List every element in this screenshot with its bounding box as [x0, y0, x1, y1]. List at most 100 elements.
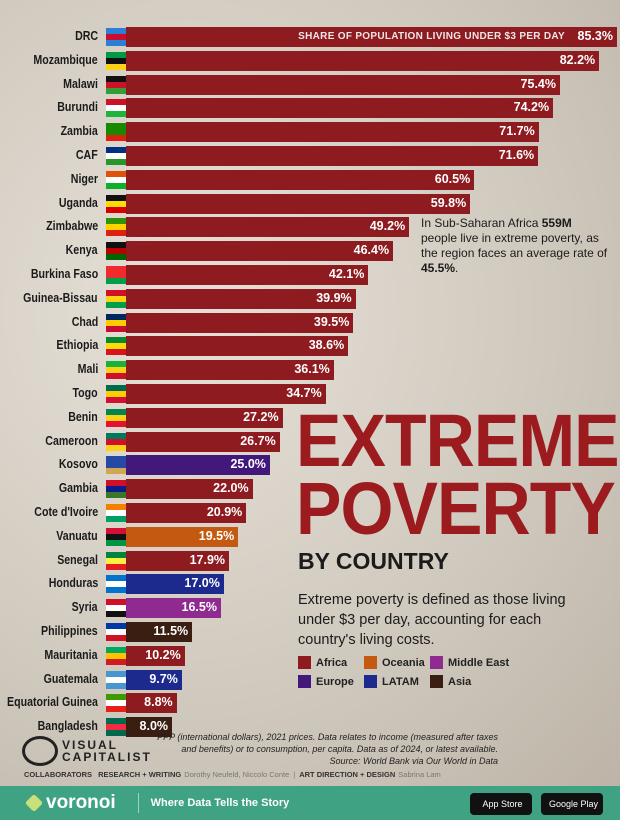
- source-line: Source: World Bank via Our World in Data: [329, 756, 498, 766]
- app-store-label: App Store: [482, 799, 523, 809]
- bar: 8.8%: [126, 693, 177, 714]
- data-label: 49.2%: [369, 219, 406, 234]
- flag-icon: [106, 432, 126, 451]
- data-label: 27.2%: [243, 409, 279, 424]
- legend-swatch: [298, 675, 311, 688]
- category-label: Philippines: [41, 624, 98, 638]
- voronoi-logo[interactable]: voronoi: [24, 792, 116, 814]
- legend-label: Africa: [316, 656, 348, 669]
- annotation-bold: 559M: [541, 216, 572, 230]
- data-label: 25.0%: [230, 457, 266, 472]
- flag-icon: [106, 456, 126, 475]
- category-label: Togo: [72, 386, 98, 400]
- annotation-bold: 45.5%: [421, 261, 456, 275]
- bar-row: Zimbabwe 49.2%: [0, 217, 620, 238]
- legend-swatch: [430, 675, 443, 688]
- bar-row: Mozambique 82.2%: [0, 50, 620, 71]
- category-label: DRC: [74, 29, 98, 43]
- legend-label: Middle East: [448, 656, 510, 669]
- flag-icon: [106, 218, 126, 237]
- footnote-line: and benefits) or to consumption, per cap…: [181, 744, 498, 754]
- footnote-line: PPP (international dollars), 2021 prices…: [157, 732, 498, 742]
- category-label: Benin: [68, 409, 98, 424]
- bar: 38.6%: [126, 336, 349, 357]
- bar: 36.1%: [126, 360, 334, 381]
- google-play-button[interactable]: Google Play: [541, 793, 603, 815]
- flag-icon: [106, 718, 126, 737]
- voronoi-icon: [24, 793, 44, 813]
- flag-icon: [106, 194, 126, 213]
- category-label: Kosovo: [59, 457, 98, 472]
- bar: 20.9%: [126, 503, 247, 523]
- bar: 27.2%: [126, 407, 283, 428]
- bar-row: Benin 27.2%: [0, 407, 620, 428]
- data-label: 46.4%: [353, 243, 390, 258]
- bar: 60.5%: [126, 169, 475, 190]
- data-label: 59.8%: [430, 195, 467, 210]
- chart-title-line2: POVERTY: [296, 467, 616, 550]
- flag-icon: [106, 361, 126, 380]
- data-label: 11.5%: [153, 624, 189, 638]
- legend-item: Europe: [298, 675, 360, 688]
- description: Extreme poverty is defined as those livi…: [298, 592, 566, 648]
- data-label: 10.2%: [145, 647, 181, 662]
- flag-icon: [106, 599, 126, 618]
- category-label: Zambia: [60, 124, 98, 139]
- category-label: Mauritania: [44, 647, 98, 662]
- research-names: Dorothy Neufeld, Niccolo Conte: [184, 770, 290, 779]
- data-label: 36.1%: [294, 362, 330, 377]
- category-label: Burundi: [57, 100, 98, 115]
- bar: 42.1%: [126, 265, 369, 285]
- bar-row: Bangladesh 8.0%: [0, 717, 620, 738]
- bar-row: Philippines 11.5%: [0, 622, 620, 642]
- app-store-button[interactable]: App Store: [470, 793, 532, 815]
- bar-row: Zambia 71.7%: [0, 122, 620, 143]
- bar-row: Guinea-Bissau 39.9%: [0, 288, 620, 309]
- flag-icon: [106, 313, 126, 332]
- bar: 17.9%: [126, 550, 230, 571]
- bar: 71.7%: [126, 122, 539, 143]
- data-label: 42.1%: [328, 267, 365, 281]
- annotation-text: In Sub-Saharan Africa: [421, 216, 542, 230]
- bar: SHARE OF POPULATION LIVING UNDER $3 PER …: [126, 27, 617, 47]
- logo-text: VISUAL: [62, 738, 119, 752]
- category-label: Senegal: [57, 552, 98, 567]
- data-label: 17.9%: [189, 552, 226, 567]
- annotation-text: .: [455, 261, 459, 275]
- bar: 17.0%: [126, 574, 224, 595]
- bar-row: Gambia 22.0%: [0, 479, 620, 500]
- legend-label: Asia: [448, 675, 472, 688]
- annotation-text: people live in extreme poverty, as the r…: [421, 231, 608, 260]
- category-label: Uganda: [59, 195, 98, 210]
- bar-row: Togo 34.7%: [0, 384, 620, 404]
- separator: |: [293, 770, 296, 779]
- bar-row: Honduras 17.0%: [0, 574, 620, 595]
- data-label: 8.0%: [139, 719, 169, 734]
- legend-item: Africa: [298, 656, 360, 669]
- flag-icon: [106, 242, 126, 261]
- bar-row: Cote d'Ivoire 20.9%: [0, 503, 620, 523]
- legend-swatch: [430, 656, 443, 669]
- data-label: 9.7%: [149, 671, 178, 686]
- flag-icon: [106, 123, 126, 142]
- bar: 82.2%: [126, 50, 600, 71]
- design-label: ART DIRECTION + DESIGN: [299, 770, 396, 779]
- bar: 71.6%: [126, 146, 539, 166]
- bar-row: Cameroon 26.7%: [0, 431, 620, 452]
- flag-icon: [106, 670, 126, 689]
- bar: 9.7%: [126, 669, 182, 690]
- data-label: 34.7%: [286, 386, 322, 400]
- bar-row: Syria 16.5%: [0, 598, 620, 619]
- flag-icon: [106, 504, 126, 522]
- bar-row: Kenya 46.4%: [0, 241, 620, 262]
- flag-icon: [106, 527, 126, 546]
- annotation: In Sub-Saharan Africa 559M people live i…: [421, 216, 611, 276]
- bar: 26.7%: [126, 431, 280, 452]
- legend-item: Middle East: [430, 656, 530, 669]
- category-label: Cote d'Ivoire: [34, 505, 98, 519]
- bar-row: Equatorial Guinea 8.8%: [0, 693, 620, 714]
- category-label: Mali: [77, 362, 98, 377]
- legend-swatch: [364, 675, 377, 688]
- legend-label: LATAM: [382, 675, 419, 688]
- legend-item: LATAM: [364, 675, 426, 688]
